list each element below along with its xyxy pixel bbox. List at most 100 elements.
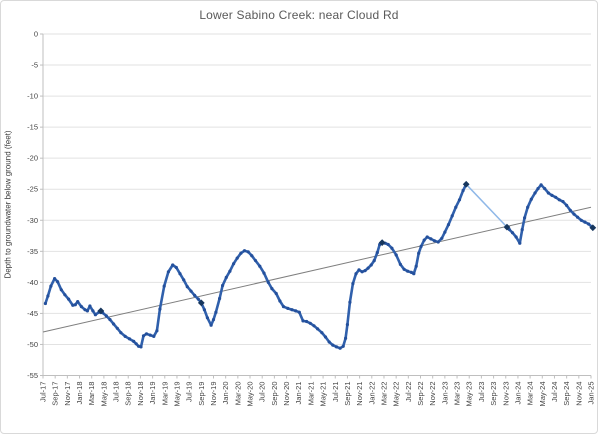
x-tick-label: Nov-23 <box>501 382 510 406</box>
data-point <box>436 240 440 244</box>
data-point <box>278 299 282 303</box>
data-point <box>394 253 398 257</box>
data-point <box>526 205 530 209</box>
data-point <box>561 200 565 204</box>
data-point <box>115 326 119 330</box>
x-tick-label: Jan-23 <box>440 382 449 405</box>
y-tick-label: 0 <box>34 30 38 39</box>
data-point <box>211 318 216 322</box>
y-tick-label: -5 <box>31 61 38 70</box>
data-point <box>557 198 561 202</box>
data-point <box>386 242 390 247</box>
x-tick-label: Mar-19 <box>160 382 169 406</box>
manual-reading-marker <box>462 180 470 188</box>
data-point <box>518 241 522 245</box>
data-point <box>316 327 320 331</box>
y-tick-label: -35 <box>27 247 38 256</box>
data-point <box>432 239 437 243</box>
data-point <box>363 269 367 273</box>
data-point <box>152 334 156 338</box>
x-tick-label: Nov-18 <box>136 382 145 406</box>
data-point <box>104 314 108 318</box>
data-point <box>266 280 270 284</box>
y-tick-label: -20 <box>27 154 38 163</box>
x-tick-label: Sep-19 <box>197 382 206 406</box>
x-tick-label: May-19 <box>172 382 181 407</box>
data-point <box>290 308 294 312</box>
y-tick-label: -55 <box>27 371 38 380</box>
data-point <box>334 345 339 349</box>
data-point <box>450 214 454 218</box>
x-tick-label: Sep-17 <box>51 382 60 406</box>
manual-reading-marker <box>97 307 105 315</box>
data-point <box>59 288 63 292</box>
data-point <box>258 264 262 268</box>
data-point <box>446 223 451 227</box>
data-point <box>224 275 228 279</box>
data-point <box>523 216 527 220</box>
data-point <box>171 263 175 267</box>
data-point <box>232 262 236 266</box>
data-point <box>419 244 423 248</box>
data-point <box>354 272 358 276</box>
data-point <box>91 309 95 313</box>
x-tick-label: Jul-18 <box>112 382 121 402</box>
data-point <box>360 270 364 274</box>
data-point <box>375 251 379 255</box>
data-point <box>529 197 533 201</box>
data-point <box>323 335 328 339</box>
data-point <box>281 305 286 309</box>
x-tick-label: Jan-22 <box>367 382 376 405</box>
data-point <box>414 264 418 268</box>
data-point <box>79 305 83 309</box>
data-point <box>202 308 206 312</box>
data-point <box>134 342 138 346</box>
data-point <box>286 306 290 310</box>
data-point <box>294 309 298 313</box>
x-tick-label: Jul-22 <box>404 382 413 402</box>
chart-title: Lower Sabino Creek: near Cloud Rd <box>199 8 399 22</box>
data-point <box>119 331 123 335</box>
data-point <box>127 337 132 341</box>
x-tick-label: May-18 <box>99 382 108 407</box>
data-point <box>550 193 554 197</box>
data-point <box>76 300 80 304</box>
data-point <box>327 340 331 344</box>
x-tick-label: Jul-17 <box>39 382 48 402</box>
trend-line <box>42 206 592 333</box>
data-point <box>372 259 376 263</box>
data-point <box>312 324 316 328</box>
manual-reading-marker <box>503 223 511 231</box>
data-point <box>520 228 524 232</box>
data-point <box>63 293 67 297</box>
data-point <box>88 304 92 308</box>
data-point <box>56 280 60 284</box>
x-tick-label: Mar-24 <box>526 382 535 406</box>
x-tick-label: Mar-18 <box>87 382 96 406</box>
data-point <box>239 251 243 255</box>
x-tick-label: Nov-20 <box>282 382 291 406</box>
x-tick-label: Jan-18 <box>75 382 84 405</box>
data-point <box>366 266 370 270</box>
data-point <box>270 287 274 291</box>
data-point <box>182 278 186 282</box>
y-tick-label: -15 <box>27 123 38 132</box>
data-point <box>417 251 421 255</box>
data-point <box>412 272 416 276</box>
x-tick-label: Jan-24 <box>513 382 522 405</box>
data-point <box>543 187 547 191</box>
data-point <box>83 308 87 312</box>
x-tick-label: Sep-24 <box>562 382 571 406</box>
data-point <box>301 319 305 323</box>
x-tick-label: Jan-19 <box>148 382 157 405</box>
data-point <box>308 321 312 325</box>
y-tick-label: -30 <box>27 216 38 225</box>
data-point <box>357 268 361 272</box>
data-point <box>209 323 213 327</box>
data-point <box>422 238 426 242</box>
data-point <box>583 220 587 224</box>
data-point <box>398 262 402 266</box>
data-point <box>67 297 71 301</box>
